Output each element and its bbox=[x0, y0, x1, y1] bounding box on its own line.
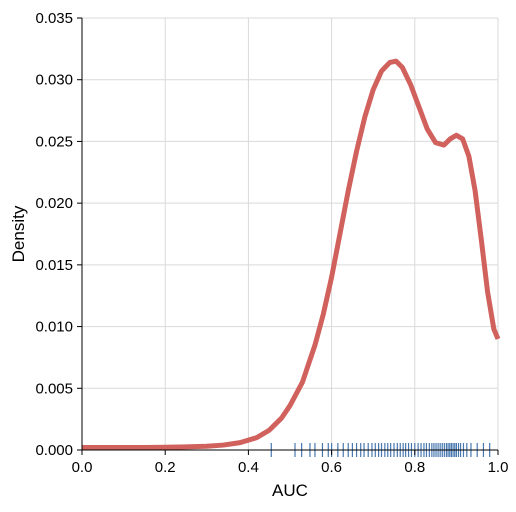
chart-svg: 0.0 0.2 0.4 0.6 0.8 1.0 0.000 0.005 0.010 0.015 0.… bbox=[0, 0, 516, 512]
x-tick-label: 1.0 bbox=[488, 459, 509, 476]
y-tick-label: 0.010 bbox=[35, 319, 73, 336]
x-axis-label: AUC bbox=[272, 481, 308, 500]
x-tick-label: 0.0 bbox=[72, 459, 93, 476]
x-tick-label: 0.4 bbox=[238, 459, 259, 476]
y-tick-label: 0.015 bbox=[35, 257, 73, 274]
x-tick-label: 0.6 bbox=[321, 459, 342, 476]
x-tick-label: 0.8 bbox=[404, 459, 425, 476]
y-tick-label: 0.030 bbox=[35, 72, 73, 89]
x-tick-label: 0.2 bbox=[155, 459, 176, 476]
y-tick-label: 0.025 bbox=[35, 133, 73, 150]
y-axis-label: Density bbox=[9, 205, 28, 262]
y-tick-label: 0.005 bbox=[35, 380, 73, 397]
y-tick-label: 0.000 bbox=[35, 442, 73, 459]
density-chart: 0.0 0.2 0.4 0.6 0.8 1.0 0.000 0.005 0.010 0.015 0.… bbox=[0, 0, 516, 512]
y-tick-label: 0.020 bbox=[35, 195, 73, 212]
y-tick-label: 0.035 bbox=[35, 10, 73, 27]
